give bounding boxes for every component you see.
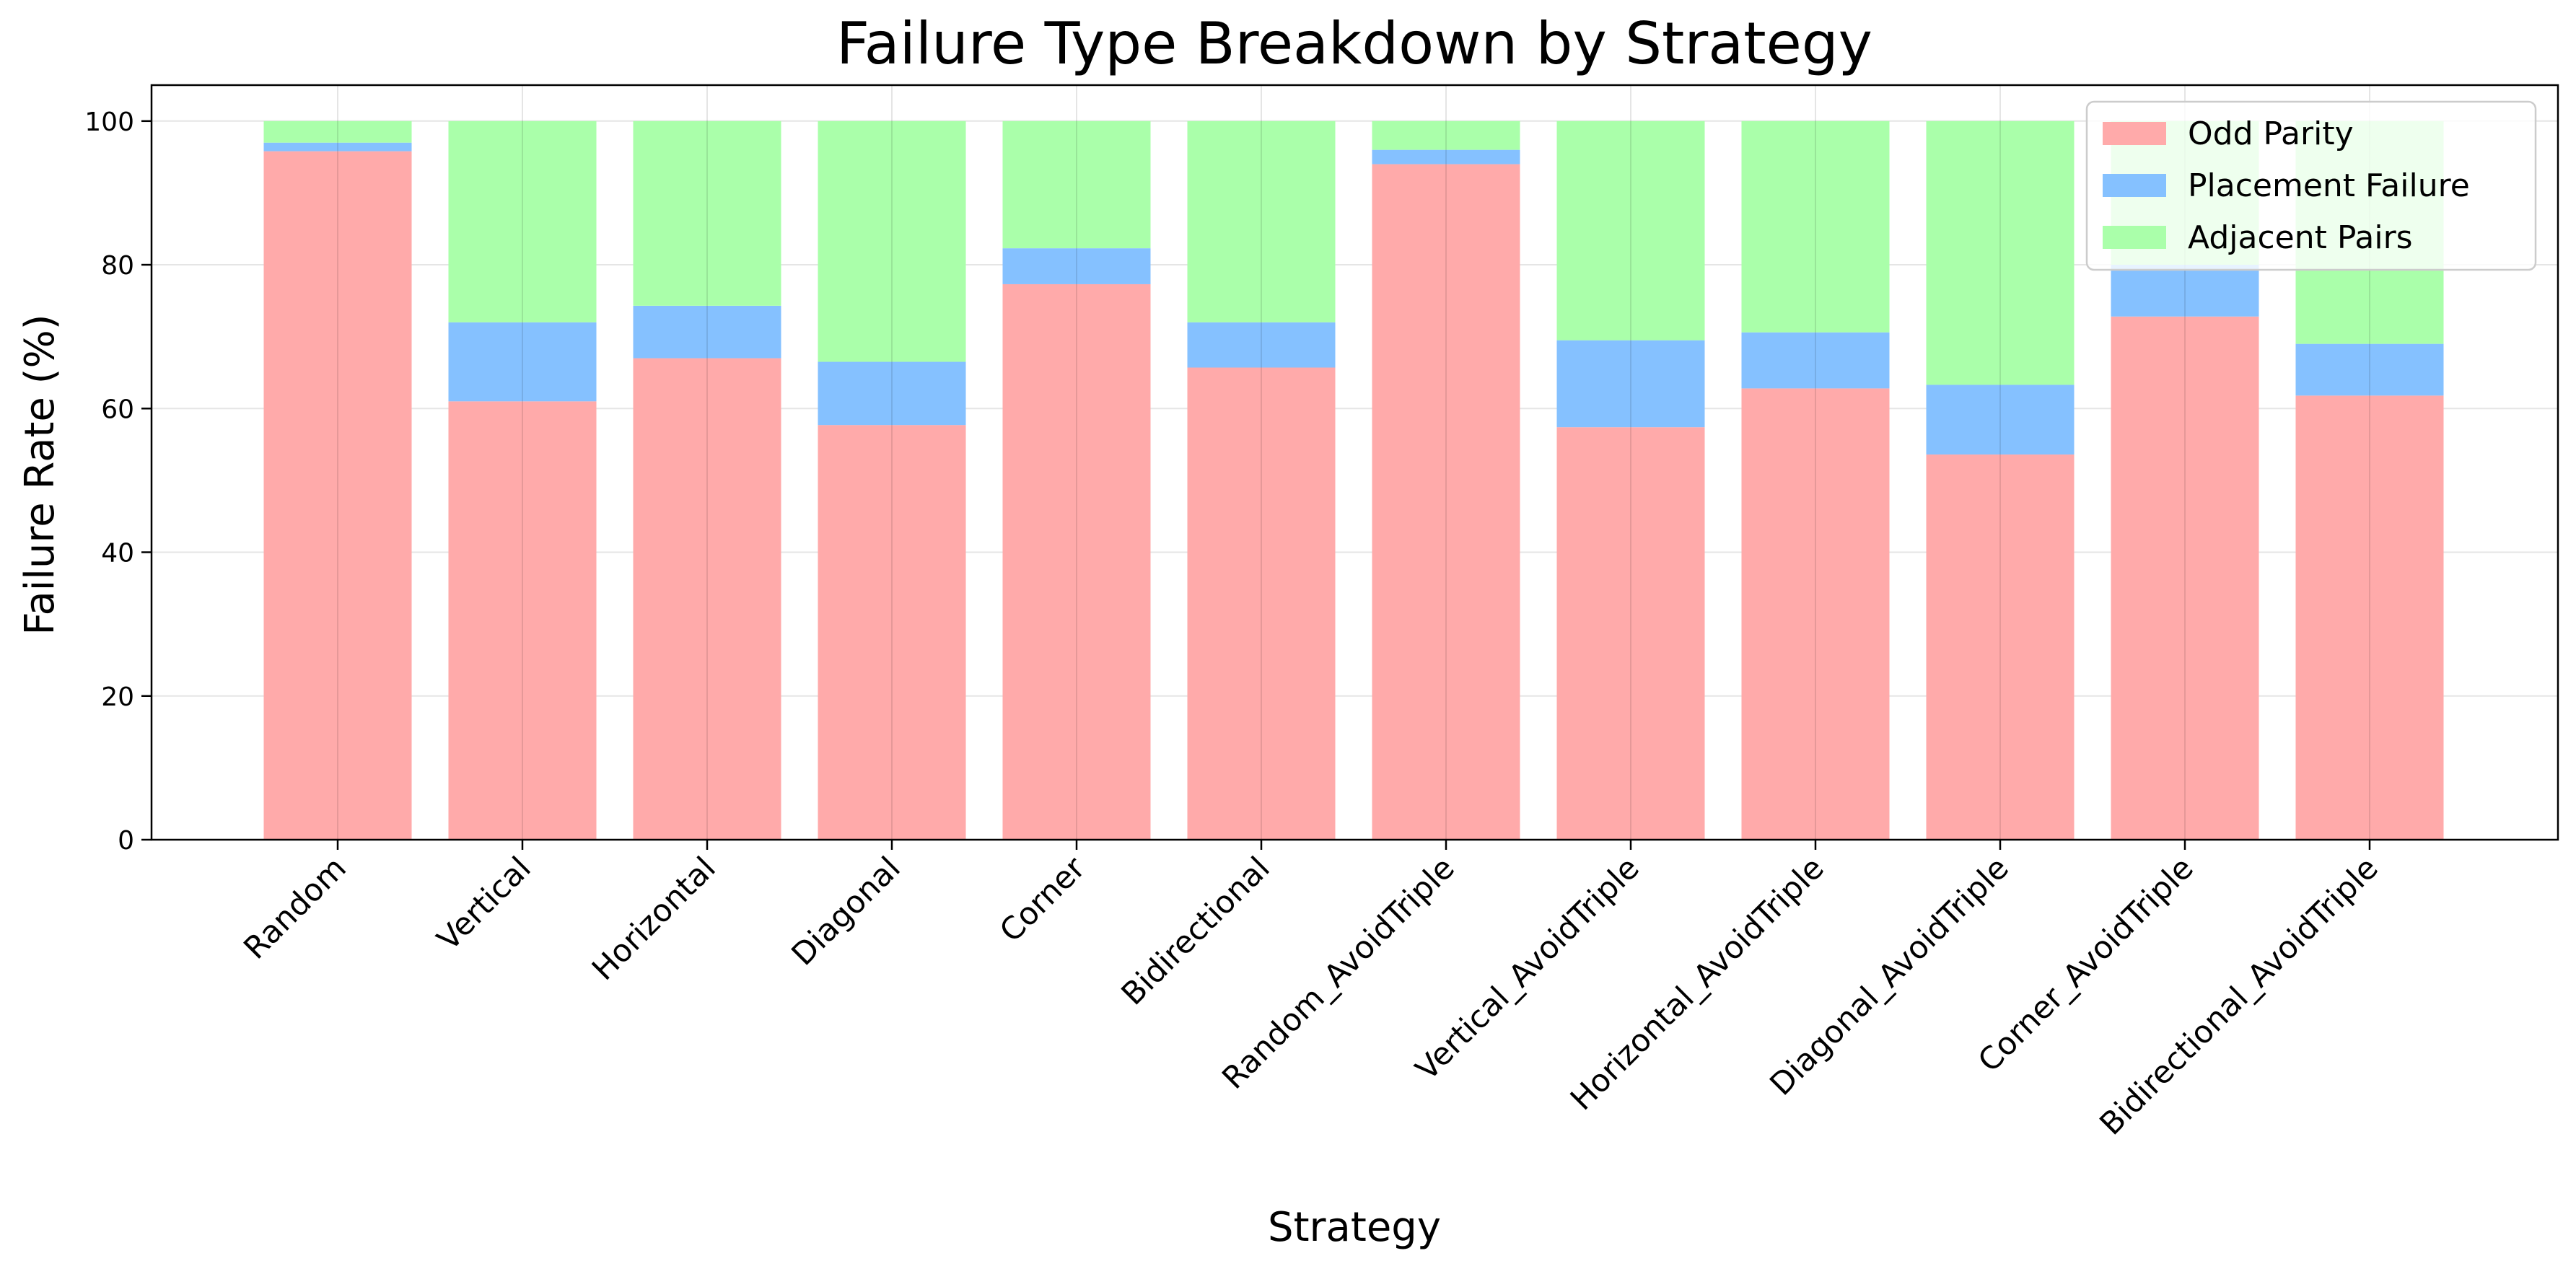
bar-adjacent-pairs xyxy=(1556,120,1705,341)
bar-placement-failure xyxy=(818,361,966,426)
legend-swatch xyxy=(2103,174,2166,197)
bar-placement-failure xyxy=(448,322,597,402)
bar-odd-parity xyxy=(2295,395,2444,840)
bar-adjacent-pairs xyxy=(633,120,781,306)
x-tick-label: Random xyxy=(237,850,354,966)
bar-adjacent-pairs xyxy=(1741,120,1890,333)
bar-odd-parity xyxy=(1926,454,2075,840)
y-tick-label: 20 xyxy=(101,682,134,712)
legend-label: Placement Failure xyxy=(2188,167,2470,204)
bar-placement-failure xyxy=(1372,149,1520,164)
x-tick-label: Vertical xyxy=(431,850,538,957)
bar-placement-failure xyxy=(263,142,412,151)
legend: Odd Parity Placement Failure Adjacent Pair… xyxy=(2085,100,2537,271)
bar-odd-parity xyxy=(1372,164,1520,840)
bar-placement-failure xyxy=(1741,332,1890,389)
bar-placement-failure xyxy=(1926,385,2075,455)
y-tick-label: 100 xyxy=(84,107,134,137)
x-tick-label: Diagonal xyxy=(785,850,908,972)
bar-adjacent-pairs xyxy=(1372,120,1520,150)
x-axis-label: Strategy xyxy=(1268,1204,1441,1251)
y-tick-label: 40 xyxy=(101,539,134,568)
bar-placement-failure xyxy=(1556,340,1705,428)
legend-box xyxy=(2085,100,2537,271)
bar-odd-parity xyxy=(633,358,781,840)
bars xyxy=(263,120,2444,840)
bar-odd-parity xyxy=(1002,284,1151,840)
plot-frame xyxy=(150,84,2559,841)
bar-adjacent-pairs xyxy=(1187,120,1336,322)
legend-swatch xyxy=(2103,122,2166,145)
axes xyxy=(141,84,2559,850)
x-tick-label: Horizontal xyxy=(585,850,723,988)
bar-adjacent-pairs xyxy=(263,120,412,143)
y-tick-label: 60 xyxy=(101,395,134,424)
bar-adjacent-pairs xyxy=(1926,120,2075,385)
vertical-grid-lines xyxy=(337,85,2370,840)
bar-adjacent-pairs xyxy=(448,120,597,322)
bar-odd-parity xyxy=(818,425,966,840)
legend-swatch xyxy=(2103,226,2166,249)
bar-odd-parity xyxy=(1187,367,1336,840)
bar-placement-failure xyxy=(633,305,781,359)
bar-placement-failure xyxy=(1002,248,1151,284)
bar-odd-parity xyxy=(1741,388,1890,840)
bar-adjacent-pairs xyxy=(1002,120,1151,249)
bar-placement-failure xyxy=(2111,265,2259,317)
bar-placement-failure xyxy=(1187,322,1336,368)
x-tick-label: Corner xyxy=(993,850,1092,949)
y-tick-label: 80 xyxy=(101,251,134,281)
bar-placement-failure xyxy=(2295,343,2444,396)
bar-adjacent-pairs xyxy=(818,120,966,362)
x-tick-label: Bidirectional xyxy=(1115,850,1277,1012)
bar-odd-parity xyxy=(263,151,412,840)
legend-label: Odd Parity xyxy=(2188,115,2354,152)
chart-title: Failure Type Breakdown by Strategy xyxy=(836,10,1872,77)
bar-odd-parity xyxy=(448,401,597,840)
bar-odd-parity xyxy=(1556,427,1705,840)
y-axis-label: Failure Rate (%) xyxy=(17,314,63,635)
bar-odd-parity xyxy=(2111,316,2259,840)
y-tick-label: 0 xyxy=(118,826,134,856)
legend-label: Adjacent Pairs xyxy=(2188,219,2413,256)
